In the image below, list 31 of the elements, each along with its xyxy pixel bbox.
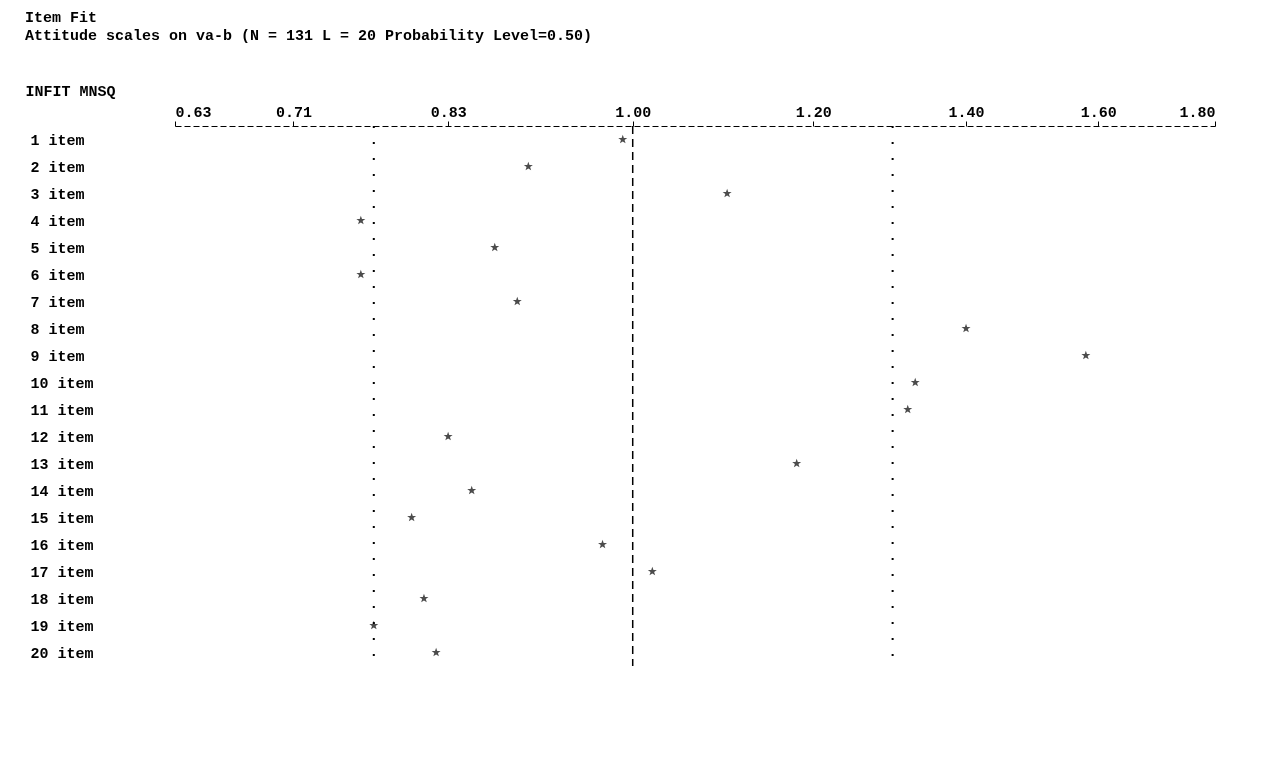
chart-title: Item Fit xyxy=(25,10,98,27)
y-tick-label: 19 item xyxy=(30,619,94,636)
x-tick-label: 1.80 xyxy=(1179,104,1216,122)
y-tick-label: 13 item xyxy=(30,457,94,474)
x-axis-title: INFIT MNSQ xyxy=(25,83,116,101)
x-tick-label: 1.20 xyxy=(795,104,832,122)
y-tick-label: 4 item xyxy=(30,214,85,231)
x-tick-label: 1.00 xyxy=(615,104,652,122)
y-tick-label: 1 item xyxy=(30,133,85,150)
y-tick-label: 14 item xyxy=(30,484,94,501)
chart-subtitle: Attitude scales on va-b (N = 131 L = 20 Probability Level=0.50) xyxy=(25,28,593,45)
y-tick-label: 2 item xyxy=(30,160,85,177)
y-tick-label: 20 item xyxy=(30,646,94,663)
y-tick-label: 18 item xyxy=(30,592,94,609)
y-tick-label: 6 item xyxy=(30,268,85,285)
x-tick-label: 0.63 xyxy=(175,104,212,122)
x-tick-label: 1.60 xyxy=(1080,104,1117,122)
y-tick-label: 7 item xyxy=(30,295,85,312)
y-tick-label: 3 item xyxy=(30,187,85,204)
y-tick-label: 9 item xyxy=(30,349,85,366)
y-tick-label: 5 item xyxy=(30,241,85,258)
y-tick-label: 11 item xyxy=(30,403,94,420)
y-tick-label: 16 item xyxy=(30,538,94,555)
x-tick-label: 1.40 xyxy=(948,104,985,122)
x-tick-label: 0.83 xyxy=(430,104,467,122)
x-tick-label: 0.71 xyxy=(275,104,312,122)
y-tick-label: 12 item xyxy=(30,430,94,447)
y-tick-label: 15 item xyxy=(30,511,94,528)
y-tick-label: 10 item xyxy=(30,376,94,393)
y-tick-label: 8 item xyxy=(30,322,85,339)
y-tick-label: 17 item xyxy=(30,565,94,582)
